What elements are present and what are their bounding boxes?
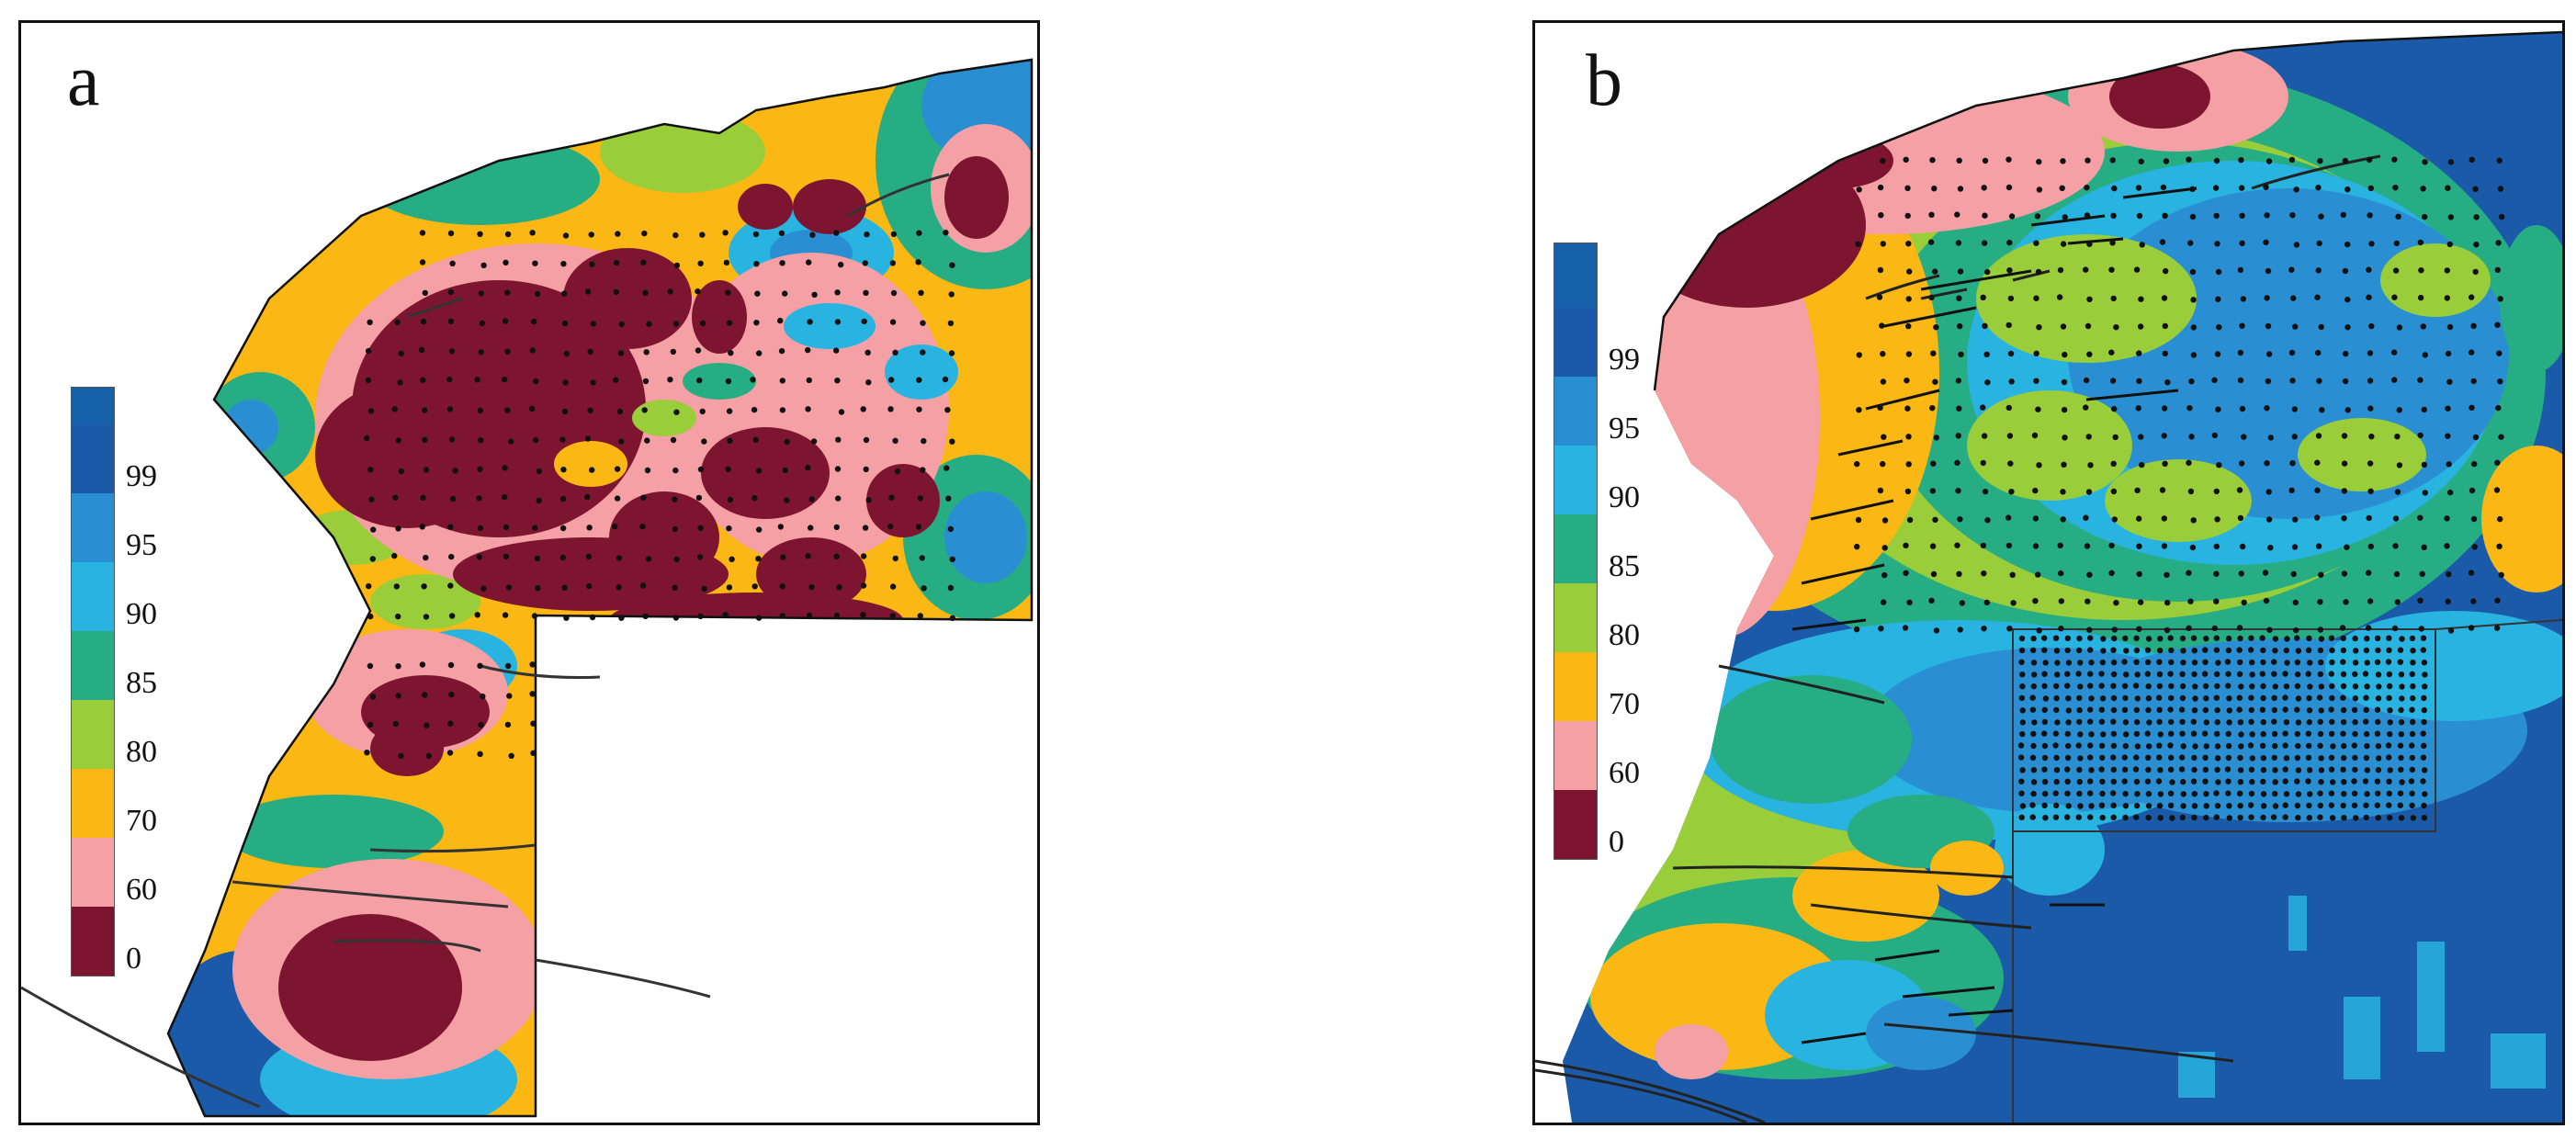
contour-map-a <box>21 58 1034 1118</box>
color-legend-b: 99 95 90 85 80 70 60 0 <box>1554 243 1682 867</box>
well-pairs-b <box>1791 186 2198 1044</box>
legend-label-80: 80 <box>126 735 157 769</box>
legend-swatch-top <box>1554 243 1597 308</box>
legend-swatch-80 <box>1554 583 1597 652</box>
legend-swatch-80 <box>72 700 114 769</box>
legend-swatch-70 <box>1554 652 1597 721</box>
legend-bar <box>1554 243 1598 860</box>
legend-label-90: 90 <box>126 597 157 631</box>
contour-map-b <box>1535 30 2562 1123</box>
legend-label-90: 90 <box>1609 480 1640 514</box>
well-points-a <box>364 230 955 760</box>
legend-swatch-60 <box>72 838 114 907</box>
legend-label-85: 85 <box>1609 549 1640 583</box>
legend-swatch-0 <box>72 907 114 976</box>
legend-swatch-0 <box>1554 790 1597 859</box>
map-panel-b: b 99 95 90 85 80 70 60 0 <box>1532 20 2565 1125</box>
legend-label-99: 99 <box>1609 343 1640 377</box>
legend-label-70: 70 <box>126 804 157 838</box>
legend-swatch-60 <box>1554 721 1597 790</box>
panel-label-b: b <box>1586 40 1622 121</box>
legend-swatch-95 <box>1554 377 1597 446</box>
legend-swatch-90 <box>1554 446 1597 514</box>
legend-swatch-85 <box>1554 514 1597 583</box>
legend-label-85: 85 <box>126 666 157 700</box>
legend-swatch-70 <box>72 769 114 838</box>
legend-label-0: 0 <box>1609 825 1624 859</box>
map-panel-a: a 99 95 90 85 80 70 60 0 <box>18 20 1040 1125</box>
legend-label-60: 60 <box>1609 756 1640 790</box>
legend-swatch-85 <box>72 631 114 700</box>
well-points-b <box>1853 156 2505 821</box>
legend-bar <box>71 387 115 976</box>
legend-swatch-99 <box>1554 308 1597 377</box>
legend-swatch-99 <box>72 424 114 493</box>
panel-label-a: a <box>67 40 100 121</box>
legend-label-99: 99 <box>126 459 157 493</box>
legend-label-60: 60 <box>126 873 157 907</box>
color-legend-a: 99 95 90 85 80 70 60 0 <box>71 387 199 993</box>
legend-label-95: 95 <box>126 528 157 562</box>
legend-swatch-top <box>72 388 114 424</box>
legend-label-0: 0 <box>126 942 141 976</box>
legend-label-80: 80 <box>1609 618 1640 652</box>
legend-label-95: 95 <box>1609 412 1640 446</box>
legend-swatch-95 <box>72 493 114 562</box>
legend-swatch-90 <box>72 562 114 631</box>
legend-label-70: 70 <box>1609 687 1640 721</box>
